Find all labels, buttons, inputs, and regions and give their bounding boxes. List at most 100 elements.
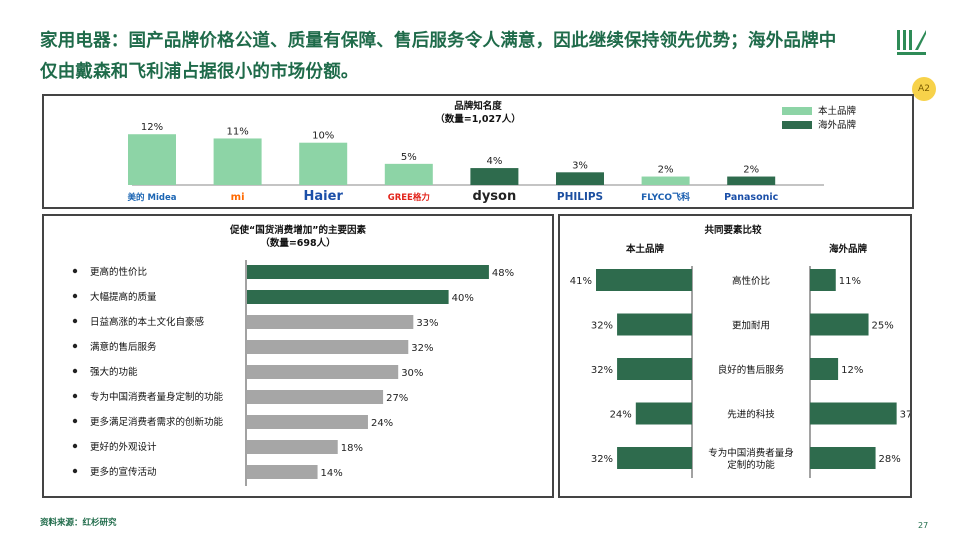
bullet-icon bbox=[72, 468, 78, 474]
bar-1 bbox=[247, 290, 449, 304]
legend-label-domestic: 本土品牌 bbox=[818, 105, 857, 117]
data-label-1: 11% bbox=[226, 126, 248, 137]
foreign-label-2: 12% bbox=[841, 365, 863, 376]
legend-swatch-foreign bbox=[782, 121, 812, 129]
foreign-bar-1 bbox=[810, 313, 869, 336]
bar-7 bbox=[727, 176, 776, 185]
domestic-bar-2 bbox=[617, 358, 692, 380]
data-label-3: 32% bbox=[411, 343, 433, 354]
chart-subtitle: （数量=698人） bbox=[260, 237, 335, 249]
category-label-0: 高性价比 bbox=[732, 275, 770, 287]
comparison-panel: 共同要素比较本土品牌 海外品牌 41% 11% 高性价比 32% 25% 更加耐用 32% 12%… bbox=[558, 214, 912, 498]
bar-5 bbox=[247, 390, 384, 404]
data-label-4: 30% bbox=[401, 368, 423, 379]
foreign-bar-3 bbox=[810, 402, 897, 425]
left-group-label: 本土品牌 bbox=[626, 243, 665, 255]
category-label-2: 良好的售后服务 bbox=[718, 364, 785, 376]
domestic-label-1: 32% bbox=[591, 321, 613, 332]
factor-label-4: 强大的功能 bbox=[90, 366, 138, 378]
data-label-5: 3% bbox=[572, 160, 588, 171]
foreign-bar-0 bbox=[810, 269, 836, 291]
category-label-4: 定制的功能 bbox=[727, 459, 775, 471]
legend-label-foreign: 海外品牌 bbox=[818, 119, 857, 131]
chart-title: 品牌知名度 bbox=[454, 100, 502, 112]
domestic-bar-3 bbox=[635, 402, 692, 425]
bar-3 bbox=[384, 163, 433, 185]
domestic-bar-0 bbox=[596, 269, 692, 291]
bullet-icon bbox=[72, 268, 78, 274]
data-label-6: 24% bbox=[371, 418, 393, 429]
a2-badge: A2 bbox=[912, 77, 936, 101]
brand-logo-icon bbox=[897, 30, 926, 55]
factor-label-6: 更多满足消费者需求的创新功能 bbox=[90, 416, 224, 428]
category-label-4: 专为中国消费者量身 bbox=[708, 447, 794, 459]
foreign-label-4: 28% bbox=[879, 454, 901, 465]
bar-3 bbox=[247, 340, 409, 354]
chart-title: 共同要素比较 bbox=[704, 224, 762, 236]
data-label-1: 40% bbox=[452, 293, 474, 304]
source-note: 资料来源：红杉研究 bbox=[40, 518, 117, 528]
category-label-1: 更加耐用 bbox=[732, 320, 770, 332]
bar-2 bbox=[299, 142, 348, 185]
data-label-4: 4% bbox=[486, 156, 502, 167]
bar-0 bbox=[247, 265, 489, 279]
data-label-7: 18% bbox=[341, 443, 363, 454]
brand-label-4: dyson bbox=[473, 189, 517, 204]
factor-label-5: 专为中国消费者量身定制的功能 bbox=[90, 391, 224, 403]
foreign-label-1: 25% bbox=[872, 321, 894, 332]
data-label-6: 2% bbox=[658, 165, 674, 176]
factor-label-7: 更好的外观设计 bbox=[90, 441, 157, 453]
legend-swatch-domestic bbox=[782, 107, 812, 115]
factor-label-1: 大幅提高的质量 bbox=[90, 291, 157, 303]
factor-label-8: 更多的宣传活动 bbox=[90, 466, 157, 478]
domestic-label-2: 32% bbox=[591, 365, 613, 376]
bullet-icon bbox=[72, 418, 78, 424]
factor-label-3: 满意的售后服务 bbox=[90, 341, 157, 353]
data-label-2: 10% bbox=[312, 131, 334, 142]
bar-7 bbox=[247, 440, 338, 454]
domestic-bar-1 bbox=[617, 313, 692, 336]
bullet-icon bbox=[72, 343, 78, 349]
bar-1 bbox=[213, 138, 262, 185]
bar-6 bbox=[247, 415, 368, 429]
page-number: 27 bbox=[918, 521, 929, 530]
brand-label-1: mi bbox=[231, 192, 245, 203]
foreign-label-0: 11% bbox=[839, 276, 861, 287]
data-label-5: 27% bbox=[386, 393, 408, 404]
right-group-label: 海外品牌 bbox=[829, 243, 868, 255]
brand-label-2: Haier bbox=[304, 189, 344, 204]
bar-8 bbox=[247, 465, 318, 479]
domestic-label-4: 32% bbox=[591, 454, 613, 465]
page-title: 家用电器：国产品牌价格公道、质量有保障、售后服务令人满意，因此继续保持领先优势；… bbox=[40, 31, 837, 82]
data-label-3: 5% bbox=[401, 152, 417, 163]
brand-label-7: Panasonic bbox=[724, 192, 778, 203]
data-label-8: 14% bbox=[321, 468, 343, 479]
foreign-label-3: 37% bbox=[900, 410, 910, 421]
data-label-2: 33% bbox=[416, 318, 438, 329]
factor-label-0: 更高的性价比 bbox=[90, 266, 147, 278]
chart-subtitle: （数量=1,027人） bbox=[435, 113, 521, 125]
bullet-icon bbox=[72, 368, 78, 374]
bullet-icon bbox=[72, 443, 78, 449]
bullet-icon bbox=[72, 293, 78, 299]
brand-label-3: GREE格力 bbox=[388, 192, 430, 203]
bar-4 bbox=[247, 365, 399, 379]
domestic-label-0: 41% bbox=[570, 276, 592, 287]
bar-2 bbox=[247, 315, 414, 329]
data-label-0: 12% bbox=[141, 122, 163, 133]
chart-title: 促使“国货消费增加”的主要因素 bbox=[229, 224, 366, 236]
factors-chart: 促使“国货消费增加”的主要因素（数量=698人） 更高的性价比 48% 大幅提高的质量… bbox=[72, 224, 514, 486]
category-label-3: 先进的科技 bbox=[727, 409, 775, 421]
domestic-label-3: 24% bbox=[610, 410, 632, 421]
foreign-bar-2 bbox=[810, 358, 839, 380]
factor-label-2: 日益高涨的本土文化自豪感 bbox=[90, 316, 205, 328]
bar-4 bbox=[470, 168, 519, 185]
bar-5 bbox=[556, 172, 604, 185]
bullet-icon bbox=[72, 393, 78, 399]
data-label-7: 2% bbox=[743, 165, 759, 176]
data-label-0: 48% bbox=[492, 268, 514, 279]
brand-label-6: FLYCO飞科 bbox=[641, 191, 690, 203]
bar-6 bbox=[641, 176, 690, 185]
